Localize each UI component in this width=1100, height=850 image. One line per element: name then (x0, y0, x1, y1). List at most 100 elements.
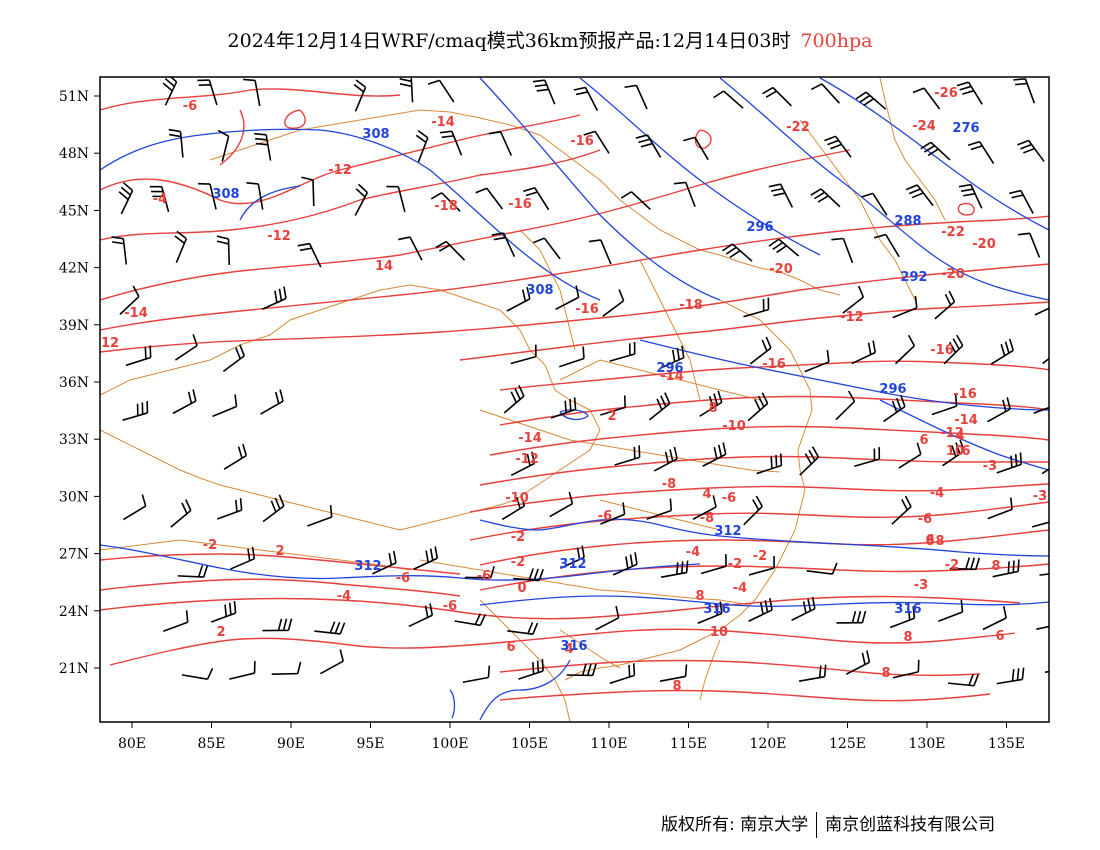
wind-barb (230, 546, 256, 570)
height-label: 316 (894, 602, 921, 617)
height-label: 312 (559, 557, 586, 572)
wind-barb (824, 135, 852, 158)
wind-barb (749, 336, 772, 365)
wind-barb (810, 188, 841, 208)
wind-barb (118, 182, 134, 215)
temperature-label: -6 (477, 569, 491, 584)
wind-barb (609, 341, 636, 362)
wind-barb (454, 613, 486, 627)
temperature-label: 6 (506, 640, 515, 655)
temperature-label: -2 (511, 530, 525, 545)
wind-barb (320, 649, 344, 675)
temperature-label: 8 (881, 666, 890, 681)
temperature-label: -14 (954, 413, 978, 428)
temperature-label: 0 (517, 581, 526, 596)
temperature-label: -22 (786, 120, 810, 135)
temperature-label: -14 (431, 115, 455, 130)
pressure-level: 700hpa (800, 30, 873, 52)
temperature-label: 6 (961, 444, 970, 459)
temperature-label: 2 (607, 409, 616, 424)
wind-barb (600, 395, 626, 416)
wind-barb (798, 664, 827, 683)
wind-barb (122, 400, 149, 422)
temperature-label: -6 (183, 99, 197, 114)
temperature-label: -6 (722, 491, 736, 506)
wind-barb (942, 439, 965, 467)
temperature-label: -2 (728, 557, 742, 572)
wind-barb (1031, 521, 1049, 528)
wind-barb (488, 131, 513, 156)
temperature-label: -20 (941, 267, 965, 282)
temperature-label: 8 (925, 534, 934, 549)
wind-barb (894, 334, 916, 365)
wind-barb (873, 233, 900, 258)
lat-tick-label: 24N (59, 604, 89, 620)
wind-barb (125, 345, 152, 367)
wind-barb (768, 238, 800, 257)
wind-barb (996, 667, 1025, 685)
wind-barb (934, 290, 956, 320)
temperature-label: 10 (710, 625, 728, 640)
map-title: 2024年12月14日WRF/cmaq模式36km预报产品:12月14日03时 7… (0, 26, 1100, 53)
wind-barb (855, 91, 887, 110)
temperature-label: -16 (762, 357, 786, 372)
wind-barb (243, 78, 261, 107)
wind-barb (532, 79, 556, 105)
temperature-label: 2 (275, 544, 284, 559)
latitude-axis: 51N 48N 45N 42N 39N 36N 33N 30N 27N 24N 21N (59, 89, 100, 677)
wind-barb (845, 650, 871, 675)
geopotential-isohypses (100, 77, 1049, 721)
footer-divider (816, 812, 818, 838)
title-text: 2024年12月14日WRF/cmaq模式36km预报产品:12月14日03时 (227, 30, 791, 52)
wind-barb (197, 79, 218, 106)
lon-tick-label: 90E (277, 736, 305, 752)
temperature-label: -20 (769, 262, 793, 277)
wind-barb (119, 285, 140, 315)
wind-barb (609, 663, 636, 685)
wind-barb (756, 453, 783, 475)
wind-barb (659, 664, 688, 682)
lat-tick-label: 42N (59, 261, 89, 277)
temperature-label: -26 (934, 86, 958, 101)
wind-barb (831, 237, 854, 264)
wind-barb (271, 661, 302, 675)
wind-barb (566, 663, 597, 677)
temperature-label: -2 (203, 538, 217, 553)
lon-tick-label: 115E (670, 736, 707, 752)
wind-barb (912, 87, 941, 110)
wind-barb (262, 494, 285, 523)
wind-barb (172, 389, 197, 415)
wind-barb (435, 240, 466, 261)
wind-barb (956, 81, 983, 105)
wind-barb (958, 183, 983, 209)
temperature-label: 6 (925, 533, 934, 548)
wind-barb (624, 84, 648, 110)
wind-barb (1017, 139, 1045, 162)
wind-barb (386, 185, 406, 213)
wind-barb (943, 334, 964, 365)
lat-tick-label: 39N (59, 318, 89, 334)
wind-barb (673, 181, 696, 207)
temperature-label: 6 (995, 629, 1004, 644)
wind-barb (635, 134, 662, 158)
wind-barb (646, 498, 673, 520)
wind-barb (835, 390, 856, 421)
wind-barb (297, 242, 322, 268)
wind-barb (938, 599, 964, 623)
temperature-label: -12 (515, 452, 539, 467)
wind-barb (967, 140, 995, 165)
wind-barb (1034, 307, 1049, 316)
wind-barb (439, 130, 463, 156)
wind-barb (702, 442, 727, 467)
wind-barb (1039, 573, 1049, 576)
wind-barb (722, 243, 753, 262)
wind-barb (889, 606, 916, 629)
wind-barb (464, 566, 495, 579)
wind-barb (559, 346, 585, 368)
wind-barb (408, 603, 434, 628)
temperature-label: 4 (955, 429, 964, 444)
temperature-label: -16 (508, 197, 532, 212)
wind-barb (892, 295, 918, 319)
